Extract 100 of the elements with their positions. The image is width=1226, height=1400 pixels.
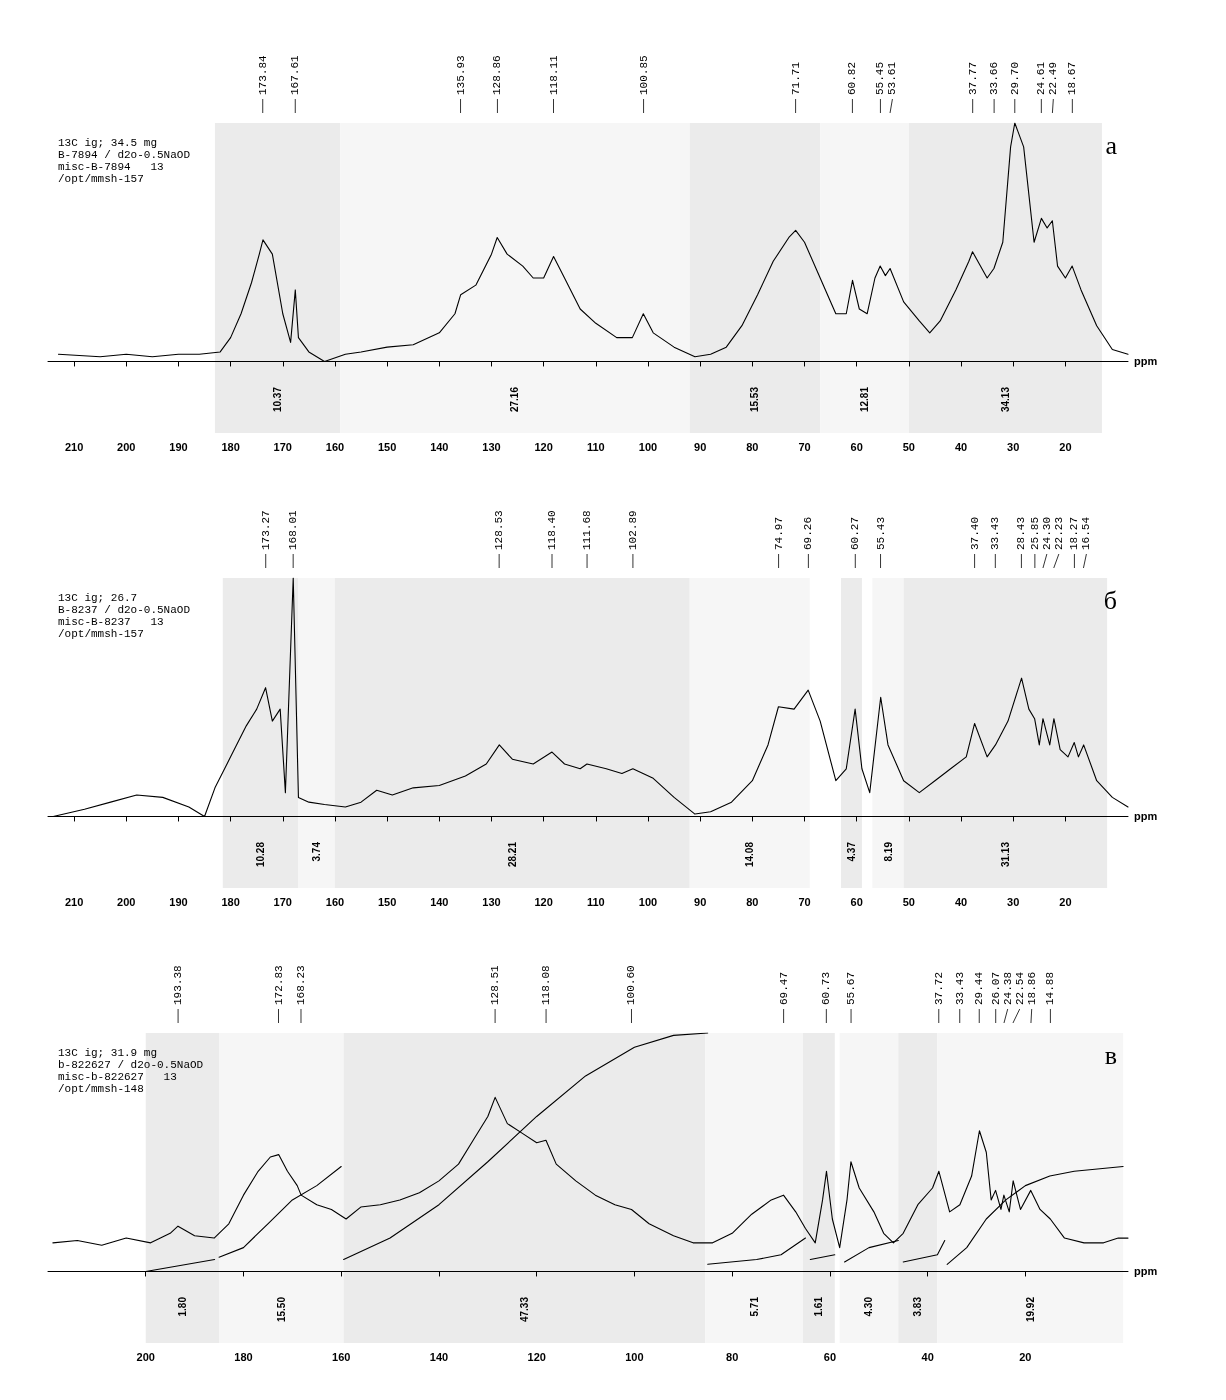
annotation: 28.43 [1015, 516, 1028, 550]
x-tick-label: 100 [638, 440, 658, 453]
x-tick-label: 160 [332, 1350, 351, 1363]
annotation: 135.93 [454, 55, 467, 95]
annotation: 16.54 [1080, 516, 1093, 550]
band-label: 15.53 [749, 386, 761, 413]
band-label: 1.80 [176, 1296, 188, 1317]
annotation: b-822627 / d2o-0.5NaOD [58, 1059, 204, 1071]
annotation: 37.77 [966, 61, 979, 95]
annotation: 18.67 [1066, 61, 1079, 95]
annotation: misc-b-822627 13 [58, 1071, 177, 1083]
annotation: 13C ig; 34.5 mg [58, 137, 158, 149]
annotation: 24.30 [1040, 516, 1053, 550]
annotation: 33.43 [953, 971, 966, 1005]
x-tick-label: 150 [377, 440, 397, 453]
x-tick-label: 60 [823, 1350, 837, 1363]
x-tick-label: 110 [586, 440, 605, 453]
x-tick-label: 190 [169, 895, 188, 908]
x-tick-label: 190 [169, 440, 188, 453]
band-label: 47.33 [518, 1296, 530, 1323]
x-tick-label: 200 [117, 895, 136, 908]
annotation: 173.84 [256, 54, 269, 95]
annotation: 55.45 [874, 61, 887, 95]
x-tick-label: 20 [1019, 1350, 1032, 1363]
x-tick-label: 20 [1059, 440, 1072, 453]
band-label: 12.81 [859, 386, 871, 413]
annotation: 69.47 [777, 971, 790, 1005]
annotation: 37.40 [968, 516, 981, 550]
annotation: 69.26 [802, 516, 815, 550]
x-tick-label: 180 [234, 1350, 253, 1363]
band-label: 1.61 [813, 1296, 825, 1317]
chart-title: б [1103, 585, 1118, 615]
band-label: 4.37 [845, 841, 857, 862]
annotation: 118.08 [540, 965, 553, 1005]
x-tick-label: 130 [482, 895, 501, 908]
x-tick-label: 90 [694, 895, 707, 908]
x-tick-label: 50 [902, 895, 915, 908]
x-axis-title: ppm [1134, 355, 1158, 368]
annotation: /opt/mmsh-148 [58, 1083, 144, 1095]
annotation: 118.11 [547, 54, 560, 95]
annotation: 168.01 [287, 509, 300, 550]
annotation: 18.86 [1025, 971, 1038, 1005]
band-label: 4.30 [863, 1296, 875, 1317]
annotation: 22.49 [1047, 61, 1060, 95]
annotation: misc-B-8237 13 [58, 616, 164, 628]
x-tick-label: 180 [221, 895, 240, 908]
annotation: 55.43 [874, 516, 887, 550]
x-tick-label: 90 [694, 440, 707, 453]
annotation: 18.27 [1068, 516, 1081, 550]
annotation: 74.97 [772, 516, 785, 550]
x-tick-label: 160 [325, 440, 345, 453]
annotation: 14.88 [1044, 971, 1057, 1005]
x-tick-label: 60 [850, 895, 863, 908]
x-tick-label: 100 [638, 895, 658, 908]
x-axis-title: ppm [1134, 810, 1158, 823]
annotation: 60.82 [846, 61, 859, 95]
annotation: 33.43 [989, 516, 1002, 550]
band-label: 8.19 [882, 841, 894, 862]
x-tick-label: 40 [954, 895, 968, 908]
annotation: 128.51 [489, 964, 502, 1005]
annotation: 29.44 [973, 971, 986, 1005]
annotation: 60.27 [849, 516, 862, 550]
band-label: 28.21 [506, 841, 518, 868]
band-label: 34.13 [999, 386, 1011, 413]
annotation: misc-B-7894 13 [58, 161, 164, 173]
annotation: 22.54 [1013, 971, 1026, 1005]
x-tick-label: 130 [482, 440, 501, 453]
x-tick-label: 140 [429, 1350, 449, 1363]
annotation: B-7894 / d2o-0.5NaOD [58, 149, 191, 161]
band-label: 3.74 [311, 841, 323, 862]
annotation: /opt/mmsh-157 [58, 173, 144, 185]
x-axis-title: ppm [1134, 1265, 1158, 1278]
annotation: 55.67 [845, 971, 858, 1005]
annotation: 167.61 [289, 54, 302, 95]
chart-title: в [1104, 1040, 1117, 1070]
annotation: 60.73 [820, 971, 833, 1005]
annotation: 100.85 [637, 55, 650, 95]
x-tick-label: 20 [1059, 895, 1072, 908]
x-tick-label: 60 [850, 440, 863, 453]
x-tick-label: 40 [954, 440, 968, 453]
x-tick-label: 180 [221, 440, 240, 453]
x-tick-label: 70 [798, 895, 811, 908]
band-label: 31.13 [999, 841, 1011, 868]
band-label: 14.08 [744, 841, 756, 868]
annotation: 25.85 [1028, 516, 1041, 550]
annotation: 193.38 [172, 965, 185, 1005]
band-label: 10.37 [272, 386, 284, 413]
annotation: 71.71 [789, 61, 802, 95]
band-label: 10.28 [255, 841, 267, 868]
x-tick-label: 40 [921, 1350, 934, 1363]
x-tick-label: 80 [746, 895, 759, 908]
annotation: /opt/mmsh-157 [58, 628, 144, 640]
annotation: 29.70 [1008, 61, 1021, 95]
x-tick-label: 120 [534, 895, 553, 908]
annotation: 24.61 [1035, 61, 1048, 95]
x-tick-label: 50 [902, 440, 915, 453]
x-tick-label: 80 [726, 1350, 739, 1363]
x-tick-label: 210 [64, 440, 84, 453]
annotation: 13C ig; 26.7 [58, 592, 138, 604]
annotation: 128.53 [493, 510, 506, 550]
